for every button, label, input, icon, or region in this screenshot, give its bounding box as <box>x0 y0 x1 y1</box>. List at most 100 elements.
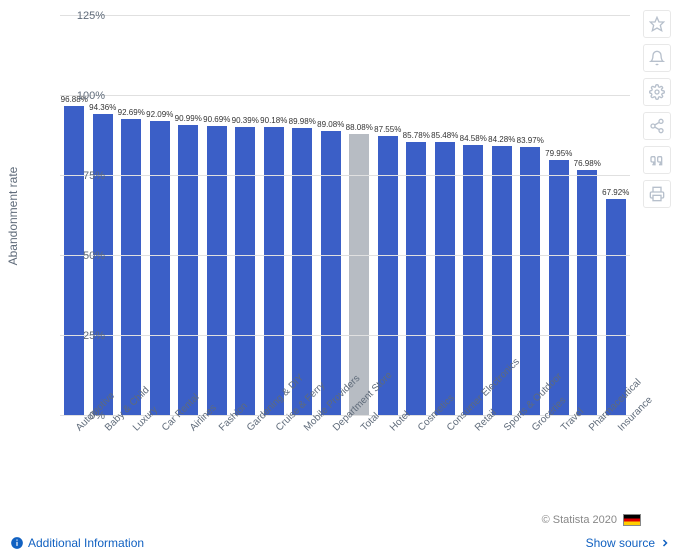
bar-slot: 90.99% <box>174 125 203 416</box>
x-tick-slot: Gardening & DIY <box>231 420 260 510</box>
show-source-label: Show source <box>586 536 655 550</box>
bar-slot: 92.09% <box>146 121 175 416</box>
bar-slot: 67.92% <box>602 199 631 416</box>
x-tick-slot: Cruise & Ferry <box>260 420 289 510</box>
notify-button[interactable] <box>643 44 671 72</box>
bar-slot: 90.39% <box>231 127 260 416</box>
bar-value-label: 84.58% <box>460 134 487 143</box>
x-tick-slot: Pharmaceutical <box>573 420 602 510</box>
gridline <box>60 335 630 336</box>
bar[interactable] <box>520 147 540 416</box>
chart-container: Abandonment rate 96.88%94.36%92.69%92.09… <box>0 0 681 554</box>
share-button[interactable] <box>643 112 671 140</box>
bar-slot: 83.97% <box>516 147 545 416</box>
bar-slot: 90.18% <box>260 127 289 416</box>
gridline <box>60 95 630 96</box>
bar-slot: 92.69% <box>117 119 146 416</box>
bar[interactable] <box>235 127 255 416</box>
plot-area: 96.88%94.36%92.69%92.09%90.99%90.69%90.3… <box>60 16 630 416</box>
flag-icon <box>623 514 641 526</box>
x-tick-slot: Luxury <box>117 420 146 510</box>
bar-slot: 85.48% <box>431 142 460 416</box>
bar[interactable] <box>264 127 284 416</box>
gridline <box>60 175 630 176</box>
x-tick-slot: Airlines <box>174 420 203 510</box>
bell-icon <box>649 50 665 66</box>
chevron-right-icon <box>659 537 671 549</box>
bar[interactable] <box>207 126 227 416</box>
copyright-text: © Statista 2020 <box>542 514 617 526</box>
bar[interactable] <box>463 145 483 416</box>
x-tick-slot: Hotel <box>374 420 403 510</box>
bar-slot: 94.36% <box>89 114 118 416</box>
x-tick-slot: Consumer Electronics <box>431 420 460 510</box>
bar-slot: 76.98% <box>573 170 602 416</box>
y-tick-label: 0% <box>61 410 105 422</box>
bar-value-label: 92.09% <box>146 110 173 119</box>
bar-value-label: 85.48% <box>431 131 458 140</box>
bar[interactable] <box>321 131 341 416</box>
bar-value-label: 79.95% <box>545 149 572 158</box>
bar-slot: 89.08% <box>317 131 346 416</box>
x-tick-slot: Insurance <box>602 420 631 510</box>
x-tick-slot: Fashion <box>203 420 232 510</box>
chart-footer: Additional Information Show source <box>10 536 671 550</box>
x-tick-slot: Mobile Providers <box>288 420 317 510</box>
cite-button[interactable] <box>643 146 671 174</box>
bar-value-label: 85.78% <box>403 131 430 140</box>
y-axis-label: Abandonment rate <box>6 167 20 266</box>
share-icon <box>649 118 665 134</box>
bar[interactable] <box>577 170 597 416</box>
x-tick-slot: Cosmetics <box>402 420 431 510</box>
bar[interactable] <box>178 125 198 416</box>
bar-slot: 90.69% <box>203 126 232 416</box>
bar[interactable] <box>150 121 170 416</box>
bar-value-label: 90.39% <box>232 116 259 125</box>
bar-value-label: 92.69% <box>118 108 145 117</box>
bar-value-label: 88.08% <box>346 123 373 132</box>
additional-information-label: Additional Information <box>28 536 144 550</box>
bar[interactable] <box>406 142 426 416</box>
x-tick-slot: Groceries <box>516 420 545 510</box>
info-icon <box>10 536 24 550</box>
bar-value-label: 90.69% <box>203 115 230 124</box>
bars-group: 96.88%94.36%92.69%92.09%90.99%90.69%90.3… <box>60 16 630 416</box>
y-tick-label: 25% <box>61 330 105 342</box>
gridline <box>60 15 630 16</box>
settings-button[interactable] <box>643 78 671 106</box>
favorite-button[interactable] <box>643 10 671 38</box>
print-button[interactable] <box>643 180 671 208</box>
bar-value-label: 87.55% <box>374 125 401 134</box>
x-tick-slot: Retail <box>459 420 488 510</box>
additional-information-link[interactable]: Additional Information <box>10 536 144 550</box>
y-tick-label: 100% <box>61 90 105 102</box>
x-tick-slot: Travel <box>545 420 574 510</box>
x-tick-slot: Car Rental <box>146 420 175 510</box>
bar-value-label: 94.36% <box>89 103 116 112</box>
gear-icon <box>649 84 665 100</box>
x-axis-ticks: AutomotiveBaby & ChildLuxuryCar RentalAi… <box>60 420 630 510</box>
bar-slot: 88.08% <box>345 134 374 416</box>
bar[interactable] <box>606 199 626 416</box>
bar-slot: 85.78% <box>402 142 431 416</box>
bar[interactable] <box>435 142 455 416</box>
bar-value-label: 89.98% <box>289 117 316 126</box>
bar-slot: 89.98% <box>288 128 317 416</box>
y-tick-label: 50% <box>61 250 105 262</box>
y-tick-label: 75% <box>61 170 105 182</box>
print-icon <box>649 186 665 202</box>
bar-value-label: 90.18% <box>260 116 287 125</box>
copyright-block: © Statista 2020 <box>542 514 641 526</box>
bar-value-label: 76.98% <box>574 159 601 168</box>
bar[interactable] <box>121 119 141 416</box>
x-tick-slot: Total <box>345 420 374 510</box>
bar-value-label: 84.28% <box>488 135 515 144</box>
bar[interactable] <box>292 128 312 416</box>
bar-value-label: 89.08% <box>317 120 344 129</box>
x-tick-slot: Department Store <box>317 420 346 510</box>
bar-value-label: 67.92% <box>602 188 629 197</box>
bar[interactable] <box>93 114 113 416</box>
show-source-link[interactable]: Show source <box>586 536 671 550</box>
y-tick-label: 125% <box>61 10 105 22</box>
quote-icon <box>649 152 665 168</box>
